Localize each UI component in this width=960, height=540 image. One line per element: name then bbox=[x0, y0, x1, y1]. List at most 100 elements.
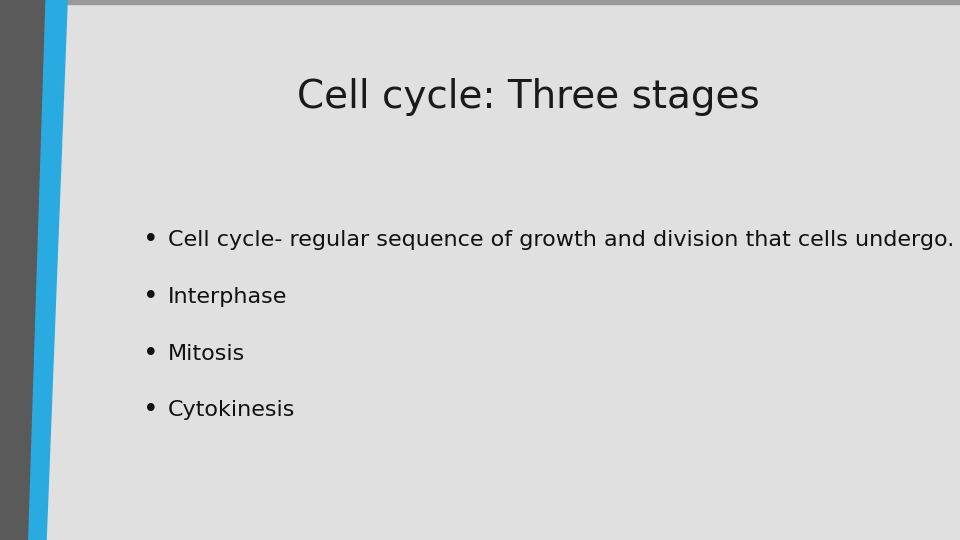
Bar bbox=[0, 2, 960, 3]
Bar bbox=[0, 0, 4, 540]
Bar bbox=[2, 0, 5, 540]
Bar bbox=[0, 1, 960, 2]
Bar bbox=[0, 2, 960, 3]
Bar bbox=[0, 1, 960, 2]
Bar bbox=[0, 0, 960, 2]
Bar bbox=[0, 0, 960, 2]
Bar bbox=[3, 0, 6, 540]
Bar bbox=[0, 1, 960, 2]
Bar bbox=[0, 1, 960, 3]
Bar bbox=[0, 0, 960, 2]
Bar bbox=[3, 0, 6, 540]
Bar bbox=[2, 0, 5, 540]
Bar bbox=[0, 1, 960, 2]
Bar bbox=[3, 0, 6, 540]
Bar bbox=[0, 1, 960, 3]
Bar bbox=[0, 1, 960, 3]
Bar bbox=[1, 0, 5, 540]
Bar bbox=[0, 0, 960, 2]
Bar bbox=[2, 0, 6, 540]
Bar bbox=[1, 0, 5, 540]
Bar bbox=[2, 0, 5, 540]
Bar bbox=[0, 1, 960, 3]
Bar bbox=[0, 1, 960, 2]
Bar bbox=[2, 0, 5, 540]
Bar bbox=[3, 0, 7, 540]
Bar bbox=[2, 0, 5, 540]
Text: Interphase: Interphase bbox=[168, 287, 287, 307]
Bar bbox=[0, 0, 4, 540]
Bar bbox=[0, 1, 960, 2]
Bar bbox=[0, 0, 960, 2]
Bar bbox=[3, 0, 6, 540]
Bar bbox=[0, 0, 3, 540]
Bar bbox=[0, 2, 960, 4]
Bar bbox=[0, 1, 960, 3]
Bar bbox=[0, 1, 960, 3]
Bar bbox=[0, 0, 960, 2]
Text: •: • bbox=[143, 397, 158, 423]
Bar bbox=[0, 1, 960, 3]
Bar bbox=[0, 2, 960, 3]
Bar bbox=[0, 0, 960, 2]
Bar bbox=[0, 1, 960, 3]
Bar bbox=[2, 0, 5, 540]
Bar bbox=[0, 0, 3, 540]
Bar bbox=[1, 0, 5, 540]
Bar bbox=[0, 0, 960, 2]
Bar bbox=[0, 2, 960, 3]
Bar bbox=[0, 0, 4, 540]
Bar bbox=[0, 0, 960, 2]
Bar bbox=[0, 2, 960, 4]
Bar bbox=[0, 1, 960, 2]
Bar bbox=[0, 1, 960, 3]
Bar bbox=[2, 0, 6, 540]
Bar bbox=[0, 2, 960, 3]
Bar bbox=[0, 1, 960, 2]
Bar bbox=[0, 2, 960, 3]
Bar bbox=[0, 2, 960, 3]
Bar bbox=[0, 2, 960, 3]
Bar bbox=[2, 0, 5, 540]
Text: •: • bbox=[143, 341, 158, 367]
Bar bbox=[0, 0, 4, 540]
Bar bbox=[1, 0, 5, 540]
Bar bbox=[0, 1, 960, 3]
Bar bbox=[0, 0, 4, 540]
Bar bbox=[3, 0, 7, 540]
Bar bbox=[3, 0, 6, 540]
Bar bbox=[3, 0, 6, 540]
Bar bbox=[0, 0, 960, 2]
Bar bbox=[1, 0, 5, 540]
Bar bbox=[0, 1, 960, 2]
Bar bbox=[2, 0, 5, 540]
Bar bbox=[0, 2, 960, 3]
Bar bbox=[0, 0, 960, 2]
Bar bbox=[0, 0, 4, 540]
Bar bbox=[3, 0, 6, 540]
Bar bbox=[2, 0, 6, 540]
Bar bbox=[2, 0, 5, 540]
Bar bbox=[0, 1, 960, 3]
Bar bbox=[0, 1, 960, 3]
Bar bbox=[0, 2, 960, 3]
Bar bbox=[0, 0, 4, 540]
Bar bbox=[0, 0, 960, 2]
Bar bbox=[0, 1, 960, 3]
Bar bbox=[0, 1, 960, 3]
Bar bbox=[2, 0, 6, 540]
Bar bbox=[2, 0, 5, 540]
Bar bbox=[0, 0, 960, 2]
Bar bbox=[0, 2, 960, 3]
Bar bbox=[2, 0, 5, 540]
Bar bbox=[0, 0, 3, 540]
Bar bbox=[0, 0, 960, 2]
Bar bbox=[2, 0, 5, 540]
Bar bbox=[0, 2, 960, 3]
Bar bbox=[2, 0, 5, 540]
Bar bbox=[3, 0, 6, 540]
Bar bbox=[0, 1, 960, 3]
Bar bbox=[1, 0, 4, 540]
Bar bbox=[0, 1, 960, 2]
Bar bbox=[2, 0, 5, 540]
